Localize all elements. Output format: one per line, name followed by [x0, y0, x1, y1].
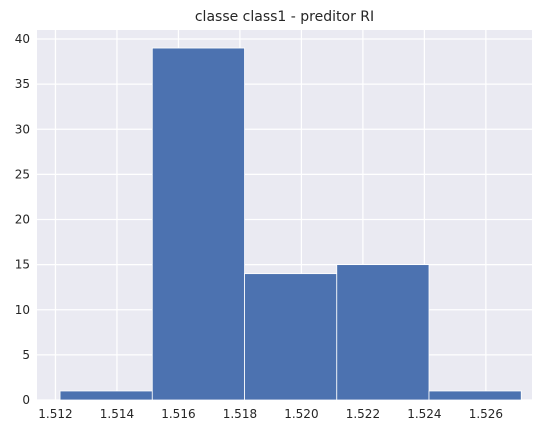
histogram-bar [244, 273, 338, 401]
y-tick-label: 40 [15, 32, 30, 46]
histogram-bar [59, 390, 153, 401]
y-tick-label: 35 [15, 77, 30, 91]
y-tick-label: 5 [22, 348, 30, 362]
x-tick-label: 1.522 [346, 407, 380, 421]
histogram-bar [151, 47, 245, 401]
x-tick-label: 1.526 [469, 407, 503, 421]
y-tick-label: 30 [15, 122, 30, 136]
y-tick-label: 15 [15, 258, 30, 272]
y-tick-label: 10 [15, 303, 30, 317]
histogram-bar [336, 264, 430, 401]
x-tick-label: 1.514 [100, 407, 134, 421]
y-tick-label: 0 [22, 393, 30, 407]
histogram-bars [59, 47, 522, 401]
y-tick-label: 20 [15, 213, 30, 227]
x-tick-label: 1.516 [161, 407, 195, 421]
x-tick-label: 1.518 [223, 407, 257, 421]
x-tick-label: 1.520 [284, 407, 318, 421]
x-axis-ticks: 1.512 1.514 1.516 1.518 1.520 1.522 1.524 1.526 [38, 407, 503, 421]
x-tick-label: 1.524 [407, 407, 441, 421]
chart-title: classe class1 - preditor RI [195, 9, 374, 25]
y-axis-ticks: 0 5 10 15 20 25 30 35 40 [15, 32, 30, 407]
y-tick-label: 25 [15, 167, 30, 181]
histogram-bar [428, 390, 522, 401]
x-tick-label: 1.512 [38, 407, 72, 421]
